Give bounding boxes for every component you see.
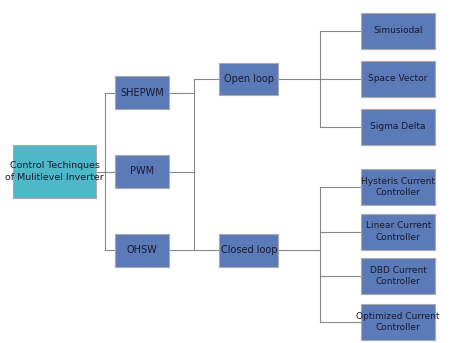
FancyBboxPatch shape (361, 109, 435, 145)
Text: Optimized Current
Controller: Optimized Current Controller (356, 312, 440, 332)
FancyBboxPatch shape (13, 145, 96, 198)
FancyBboxPatch shape (219, 63, 279, 95)
FancyBboxPatch shape (361, 61, 435, 97)
Text: Sigma Delta: Sigma Delta (370, 122, 426, 131)
Text: Hysteris Current
Controller: Hysteris Current Controller (361, 177, 435, 197)
Text: Space Vector: Space Vector (368, 74, 428, 83)
FancyBboxPatch shape (115, 155, 169, 188)
Text: Linear Current
Controller: Linear Current Controller (365, 222, 431, 241)
Text: SHEPWM: SHEPWM (120, 87, 164, 98)
Text: Closed loop: Closed loop (220, 245, 277, 256)
FancyBboxPatch shape (115, 76, 169, 109)
FancyBboxPatch shape (361, 213, 435, 250)
Text: OHSW: OHSW (127, 245, 157, 256)
Text: DBD Current
Controller: DBD Current Controller (370, 266, 427, 286)
FancyBboxPatch shape (115, 234, 169, 267)
FancyBboxPatch shape (219, 234, 279, 267)
Text: PWM: PWM (130, 166, 154, 177)
Text: Simusiodal: Simusiodal (374, 26, 423, 35)
Text: Control Techinques
of Mulitlevel Inverter: Control Techinques of Mulitlevel Inverte… (5, 162, 104, 181)
FancyBboxPatch shape (361, 304, 435, 340)
Text: Open loop: Open loop (224, 74, 274, 84)
FancyBboxPatch shape (361, 13, 435, 49)
FancyBboxPatch shape (361, 169, 435, 205)
FancyBboxPatch shape (361, 258, 435, 294)
